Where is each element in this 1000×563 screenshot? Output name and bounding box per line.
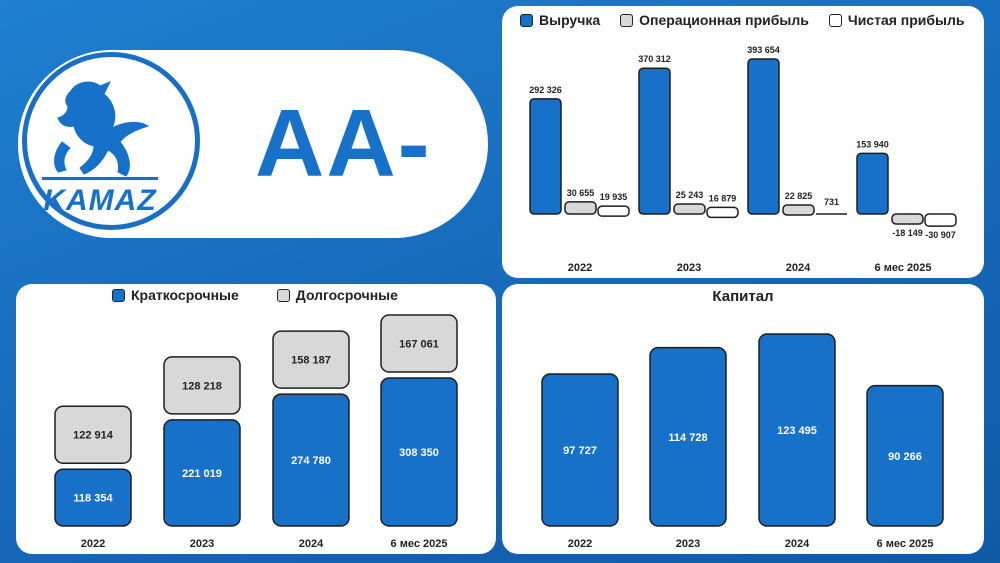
legend-swatch-net-profit <box>828 13 842 27</box>
income-data-label-0-0: 292 326 <box>529 85 562 95</box>
income-data-label-2-1: 16 879 <box>709 193 737 203</box>
capital-category-label-2: 2024 <box>785 538 810 550</box>
capital-bar-3 <box>866 384 944 527</box>
income-data-label-1-1: 25 243 <box>676 190 704 200</box>
income-data-label-0-3: 153 940 <box>856 139 889 149</box>
capital-bar-2 <box>758 333 836 527</box>
income-data-label-0-1: 370 312 <box>638 54 671 64</box>
capital-data-label-0: 97 727 <box>563 445 597 457</box>
income-bar-1-3 <box>891 213 924 225</box>
logo-underline <box>42 177 158 180</box>
legend-label-revenue: Выручка <box>539 12 601 28</box>
capital-data-label-3: 90 266 <box>888 451 922 463</box>
income-data-label-2-0: 19 935 <box>600 192 628 202</box>
income-chart-panel: Выручка Операционная прибыль Чистая приб… <box>502 6 984 278</box>
income-bar-0-3 <box>856 152 889 215</box>
capital-category-label-3: 6 мес 2025 <box>877 538 934 550</box>
capital-chart: 97 727 2022 114 728 2023 123 495 2024 90 266 6 … <box>541 333 944 550</box>
income-data-label-2-3: -30 907 <box>925 230 956 240</box>
legend-swatch-short-term <box>112 288 125 302</box>
debt-label-short-0: 118 354 <box>73 493 113 505</box>
capital-category-label-1: 2023 <box>676 538 700 550</box>
debt-bar-short-3 <box>380 377 458 527</box>
debt-bar-short-0 <box>54 468 132 527</box>
legend-label-net-profit: Чистая прибыль <box>847 12 965 28</box>
income-bar-1-2 <box>782 204 815 216</box>
debt-label-short-1: 221 019 <box>182 468 222 480</box>
income-bar-1-0 <box>564 201 597 215</box>
debt-label-long-3: 167 061 <box>399 339 439 351</box>
legend-label-long-term: Долгосрочные <box>295 287 398 303</box>
debt-label-long-1: 128 218 <box>182 380 222 392</box>
debt-label-short-2: 274 780 <box>291 455 331 467</box>
income-category-label-2: 2024 <box>786 262 811 274</box>
debt-bar-short-2 <box>272 393 350 527</box>
income-data-label-1-2: 22 825 <box>785 191 813 201</box>
income-data-label-1-0: 30 655 <box>567 188 595 198</box>
debt-label-long-2: 158 187 <box>291 355 331 367</box>
capital-data-label-2: 123 495 <box>777 425 817 437</box>
debt-category-label-3: 6 мес 2025 <box>391 538 448 550</box>
capital-bar-1 <box>649 346 727 527</box>
income-bar-0-0 <box>529 98 562 215</box>
legend-swatch-long-term <box>276 288 290 302</box>
income-category-label-1: 2023 <box>677 262 701 274</box>
income-data-label-1-3: -18 149 <box>892 228 923 238</box>
capital-bar-0 <box>541 373 619 527</box>
debt-bar-long-3 <box>380 314 458 373</box>
horse-icon <box>54 81 150 177</box>
debt-label-long-0: 122 914 <box>73 430 114 442</box>
capital-category-label-0: 2022 <box>568 538 592 550</box>
debt-bar-long-0 <box>54 405 132 464</box>
income-bar-0-1 <box>638 67 671 215</box>
legend-swatch-operating-profit <box>620 13 634 27</box>
income-category-label-3: 6 мес 2025 <box>875 262 932 274</box>
income-legend: Выручка Операционная прибыль Чистая приб… <box>520 12 965 28</box>
logo-text: KAMAZ <box>43 184 157 217</box>
income-chart: 292 326 370 312 393 654 153 940 30 655 25 243… <box>529 45 957 274</box>
debt-bar-short-1 <box>163 419 241 527</box>
debt-category-label-1: 2023 <box>190 538 214 550</box>
income-bar-1-1 <box>673 203 706 215</box>
legend-swatch-revenue <box>520 13 533 27</box>
debt-label-short-3: 308 350 <box>399 447 439 459</box>
legend-label-short-term: Краткосрочные <box>131 287 239 303</box>
income-bar-2-0 <box>597 205 630 217</box>
income-data-label-0-2: 393 654 <box>747 45 780 55</box>
credit-rating: AA- <box>255 90 432 197</box>
debt-legend: Краткосрочные Долгосрочные <box>112 287 398 303</box>
debt-category-label-0: 2022 <box>81 538 105 550</box>
capital-chart-panel: Капитал 97 727 2022 114 728 2023 123 495 2024… <box>502 284 984 554</box>
debt-category-label-2: 2024 <box>299 538 324 550</box>
debt-chart-panel: Краткосрочные Долгосрочные 118 354 122 91… <box>16 284 496 554</box>
capital-data-label-1: 114 728 <box>668 432 707 444</box>
legend-label-operating-profit: Операционная прибыль <box>639 12 809 28</box>
income-bar-2-1 <box>706 206 739 219</box>
income-bar-0-2 <box>747 58 780 215</box>
debt-bar-long-2 <box>272 330 350 389</box>
debt-bar-long-1 <box>163 356 241 415</box>
kamaz-logo: KAMAZ <box>42 81 158 217</box>
income-data-label-2-2: 731 <box>824 197 839 207</box>
income-category-label-0: 2022 <box>568 262 592 274</box>
capital-chart-title: Капитал <box>712 288 774 305</box>
income-bar-2-3 <box>924 213 957 227</box>
debt-chart: 118 354 122 914 2022 221 019 128 218 2023 274 … <box>54 314 458 550</box>
